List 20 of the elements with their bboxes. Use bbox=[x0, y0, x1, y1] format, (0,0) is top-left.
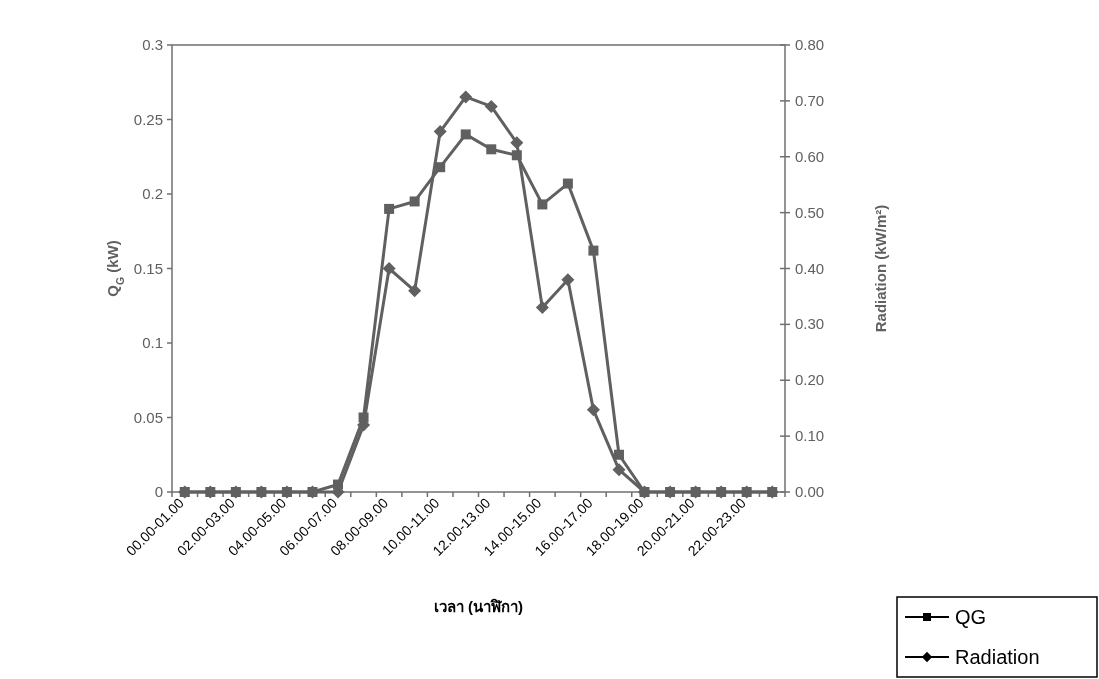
y2-tick-label: 0.00 bbox=[795, 483, 825, 500]
y-tick-label: 0.1 bbox=[142, 334, 163, 351]
text: Radiation bbox=[955, 646, 1040, 668]
x-axis-title: เวลา (นาฬิกา) bbox=[433, 598, 524, 615]
y-tick-label: 0.15 bbox=[133, 259, 163, 277]
text: QG bbox=[955, 606, 987, 628]
y2-tick-label: 0.10 bbox=[795, 427, 825, 445]
y-tick-label: 0.2 bbox=[142, 185, 163, 202]
y2-tick-label: 0.30 bbox=[795, 315, 825, 333]
y2-tick-label: 0.40 bbox=[795, 259, 825, 277]
y-tick-label: 0.25 bbox=[133, 110, 163, 128]
y2-tick-label: 0.60 bbox=[795, 147, 825, 165]
y-tick-label: 0.3 bbox=[142, 36, 163, 53]
y2-tick-label: 0.70 bbox=[795, 91, 825, 109]
y2-axis-title: Radiation (kW/m²) bbox=[872, 204, 889, 333]
y-tick-label: 0.05 bbox=[133, 408, 163, 426]
y2-tick-label: 0.80 bbox=[795, 36, 825, 53]
y2-tick-label: 0.20 bbox=[795, 371, 825, 389]
y-tick-label: 0 bbox=[154, 483, 163, 500]
y2-tick-label: 0.50 bbox=[795, 203, 825, 221]
